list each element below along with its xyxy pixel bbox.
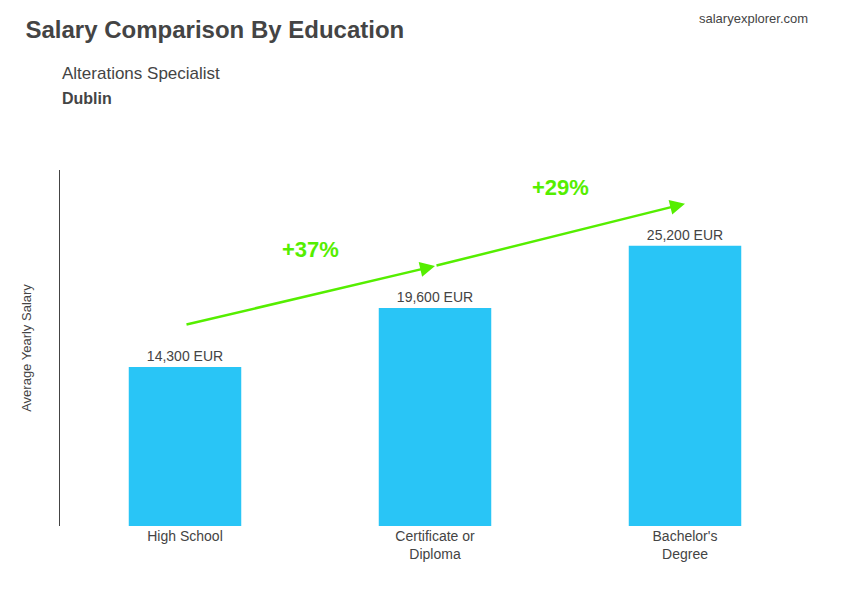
svg-text:Bachelor'sDegree: Bachelor'sDegree bbox=[653, 528, 718, 562]
svg-text:Salary Comparison By Education: Salary Comparison By Education bbox=[26, 16, 405, 43]
svg-text:High School: High School bbox=[147, 528, 223, 544]
svg-text:+37%: +37% bbox=[282, 237, 339, 262]
svg-text:19,600 EUR: 19,600 EUR bbox=[397, 289, 473, 305]
svg-text:25,200 EUR: 25,200 EUR bbox=[647, 227, 723, 243]
svg-text:+29%: +29% bbox=[532, 175, 589, 200]
svg-text:Certificate orDiploma: Certificate orDiploma bbox=[395, 528, 475, 562]
svg-text:Average Yearly Salary: Average Yearly Salary bbox=[19, 284, 34, 412]
svg-text:14,300 EUR: 14,300 EUR bbox=[147, 348, 223, 364]
svg-text:salaryexplorer.com: salaryexplorer.com bbox=[699, 11, 808, 26]
svg-text:Dublin: Dublin bbox=[62, 90, 112, 107]
svg-text:Alterations Specialist: Alterations Specialist bbox=[62, 64, 220, 83]
